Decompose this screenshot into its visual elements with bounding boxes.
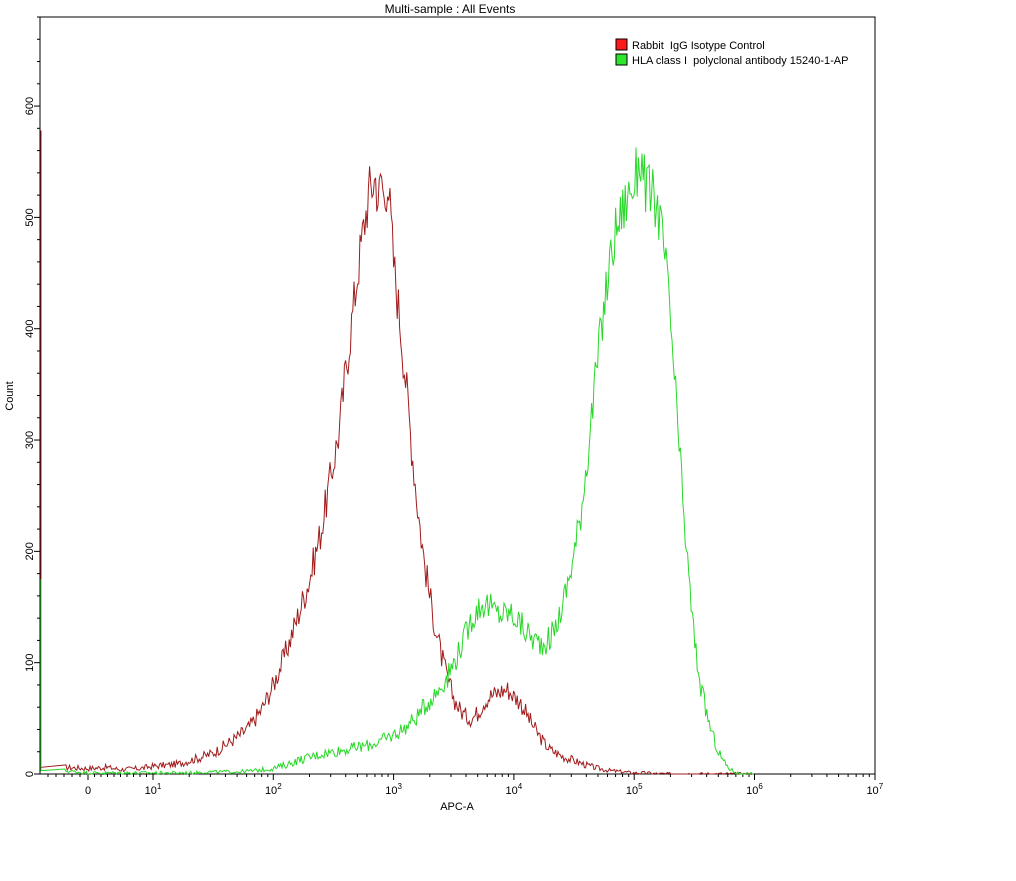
series-line-1: [40, 147, 754, 775]
y-tick-label: 300: [24, 431, 36, 449]
y-tick-label: 0: [24, 771, 36, 777]
series-layer: [40, 130, 754, 775]
legend-label-isotype-control: Rabbit IgG Isotype Control: [632, 40, 765, 52]
series-line-0: [40, 130, 754, 775]
y-tick-label: 500: [24, 208, 36, 226]
y-tick-label: 100: [24, 653, 36, 671]
legend-swatch-isotype-control: [615, 38, 628, 51]
legend-swatch-hla-antibody: [615, 53, 628, 66]
chart-title: Multi-sample : All Events: [385, 2, 516, 16]
legend-label-hla-antibody: HLA class I polyclonal antibody 15240-1-…: [632, 55, 848, 67]
y-tick-label: 200: [24, 542, 36, 560]
x-tick-label: 0: [85, 785, 91, 797]
y-tick-label: 600: [24, 97, 36, 115]
y-tick-label: 400: [24, 320, 36, 338]
y-axis: 0 100 200 300 400 500 600: [24, 16, 40, 777]
legend: Rabbit IgG Isotype Control HLA class I p…: [615, 38, 848, 67]
y-axis-title: Count: [4, 381, 16, 410]
x-axis-title: APC-A: [440, 801, 474, 813]
